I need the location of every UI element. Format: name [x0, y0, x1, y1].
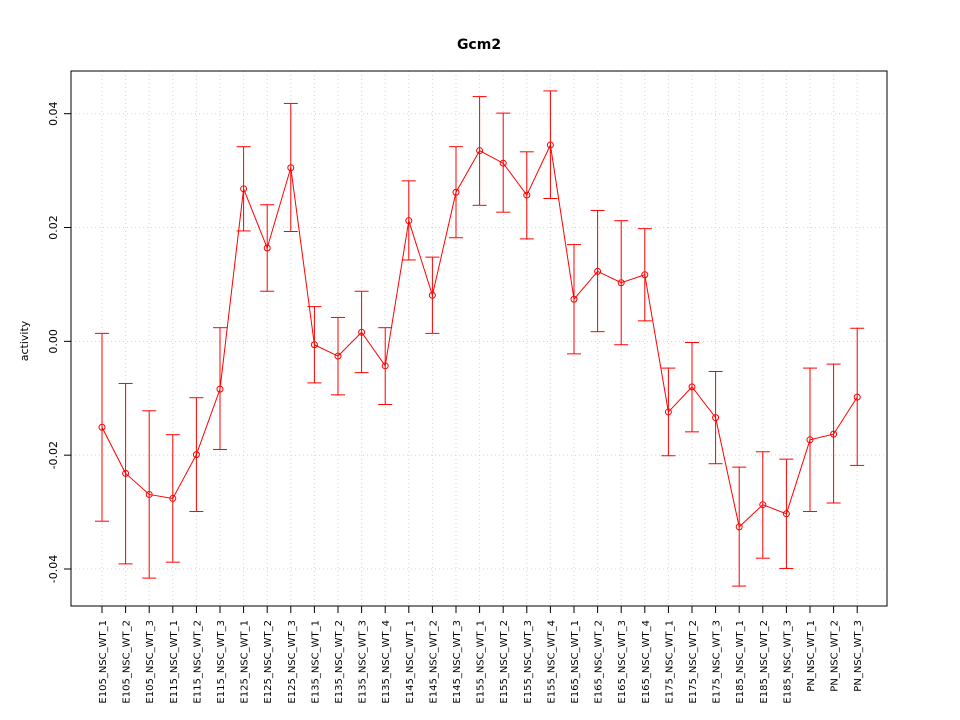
data-point — [712, 414, 720, 422]
data-point — [664, 408, 672, 416]
x-tick-label: E155_NSC_WT_3 — [523, 620, 534, 704]
x-tick-label: PN_NSC_WT_3 — [853, 620, 864, 692]
data-point — [240, 185, 248, 193]
x-axis: E105_NSC_WT_1 E105_NSC_WT_2 E105_NSC_WT_3 E… — [98, 606, 864, 704]
x-tick-label: PN_NSC_WT_1 — [806, 620, 817, 692]
x-tick-label: E115_NSC_WT_1 — [169, 620, 180, 704]
data-point — [263, 244, 271, 252]
x-tick-label: E115_NSC_WT_3 — [216, 620, 227, 704]
data-point — [546, 141, 554, 149]
y-tick-label: 0.00 — [47, 329, 60, 354]
x-tick-label: E155_NSC_WT_4 — [546, 620, 557, 704]
y-tick-label: -0.04 — [47, 555, 60, 583]
data-point — [334, 352, 342, 360]
data-point — [688, 383, 696, 391]
x-tick-label: E145_NSC_WT_3 — [452, 620, 463, 704]
data-point — [452, 188, 460, 196]
data-point — [735, 523, 743, 531]
data-point — [216, 385, 224, 393]
series-activity — [95, 90, 865, 587]
chart-title: Gcm2 — [457, 37, 501, 53]
data-point — [806, 436, 814, 444]
data-point — [617, 279, 625, 287]
data-point — [499, 159, 507, 167]
x-tick-label: E185_NSC_WT_3 — [782, 620, 793, 704]
x-tick-label: E185_NSC_WT_1 — [735, 620, 746, 704]
x-tick-label: E175_NSC_WT_3 — [712, 620, 723, 704]
y-axis: -0.04 -0.02 0.00 0.02 0.04 — [47, 101, 71, 583]
x-tick-label: E115_NSC_WT_2 — [192, 620, 203, 704]
data-point — [122, 469, 130, 477]
x-tick-label: E155_NSC_WT_1 — [476, 620, 487, 704]
data-point — [358, 328, 366, 336]
data-point — [523, 191, 531, 199]
x-tick-label: E165_NSC_WT_4 — [641, 620, 652, 704]
x-tick-label: E145_NSC_WT_1 — [405, 620, 416, 704]
data-point — [405, 217, 413, 225]
x-tick-label: E165_NSC_WT_3 — [617, 620, 628, 704]
x-tick-label: E125_NSC_WT_3 — [287, 620, 298, 704]
data-point — [853, 393, 861, 401]
data-point — [310, 341, 318, 349]
x-tick-label: E145_NSC_WT_2 — [428, 620, 439, 704]
data-point — [98, 423, 106, 431]
data-point — [759, 501, 767, 509]
x-tick-label: E135_NSC_WT_3 — [358, 620, 369, 704]
x-tick-label: E165_NSC_WT_2 — [594, 620, 605, 704]
series-line — [101, 143, 858, 528]
y-tick-label: 0.02 — [47, 215, 60, 240]
y-tick-label: -0.02 — [47, 441, 60, 469]
data-point — [169, 494, 177, 502]
gridlines — [71, 71, 887, 606]
x-tick-label: E135_NSC_WT_4 — [381, 620, 392, 704]
x-tick-label: E105_NSC_WT_3 — [145, 620, 156, 704]
plot-frame — [70, 70, 888, 607]
x-tick-label: E155_NSC_WT_2 — [499, 620, 510, 704]
data-point — [145, 490, 153, 498]
x-tick-label: E105_NSC_WT_2 — [122, 620, 133, 704]
x-tick-label: E175_NSC_WT_2 — [688, 620, 699, 704]
x-tick-label: E135_NSC_WT_2 — [334, 620, 345, 704]
data-point — [381, 362, 389, 370]
x-tick-label: E125_NSC_WT_2 — [263, 620, 274, 704]
y-axis-label: activity — [18, 320, 31, 361]
x-tick-label: E175_NSC_WT_1 — [664, 620, 675, 704]
y-tick-label: 0.04 — [47, 101, 60, 126]
x-tick-label: E185_NSC_WT_2 — [759, 620, 770, 704]
data-point — [476, 147, 484, 155]
data-point — [428, 291, 436, 299]
x-tick-label: E105_NSC_WT_1 — [98, 620, 109, 704]
x-tick-label: E135_NSC_WT_1 — [310, 620, 321, 704]
data-point — [594, 267, 602, 275]
data-point — [192, 451, 200, 459]
data-point — [782, 510, 790, 518]
data-point — [287, 164, 295, 172]
x-tick-label: PN_NSC_WT_2 — [830, 620, 841, 692]
data-point — [641, 271, 649, 279]
x-tick-label: E125_NSC_WT_1 — [240, 620, 251, 704]
data-point — [830, 430, 838, 438]
data-point — [570, 295, 578, 303]
x-tick-label: E165_NSC_WT_1 — [570, 620, 581, 704]
